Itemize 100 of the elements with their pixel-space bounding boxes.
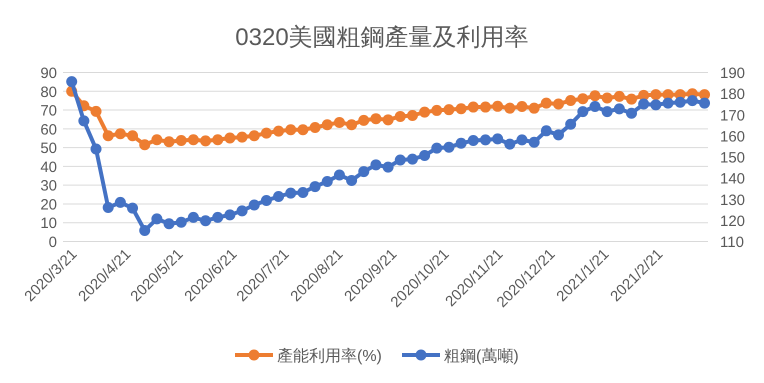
point bbox=[297, 124, 308, 136]
point bbox=[273, 191, 284, 202]
point bbox=[127, 202, 138, 214]
point bbox=[188, 134, 199, 146]
y2-tick-label: 130 bbox=[720, 192, 746, 209]
point bbox=[504, 138, 516, 150]
point bbox=[102, 202, 114, 213]
point bbox=[614, 103, 625, 114]
point bbox=[224, 132, 236, 144]
point bbox=[382, 114, 394, 126]
point bbox=[394, 110, 406, 122]
legend-label: 粗鋼(萬噸) bbox=[444, 347, 519, 365]
point bbox=[492, 100, 504, 112]
point bbox=[127, 130, 138, 142]
point bbox=[139, 139, 150, 150]
point bbox=[212, 212, 224, 223]
y-tick-label: 90 bbox=[40, 65, 57, 82]
point bbox=[456, 138, 467, 149]
point bbox=[370, 159, 382, 170]
point bbox=[419, 106, 430, 118]
point bbox=[589, 101, 600, 112]
point bbox=[224, 209, 236, 220]
point bbox=[322, 119, 333, 130]
point bbox=[334, 169, 345, 180]
point bbox=[346, 119, 358, 130]
point bbox=[406, 110, 418, 121]
point bbox=[236, 132, 248, 143]
point bbox=[626, 94, 638, 105]
point bbox=[114, 196, 126, 208]
point bbox=[565, 94, 576, 106]
point bbox=[260, 128, 272, 139]
point bbox=[358, 166, 370, 178]
y2-tick-label: 190 bbox=[720, 65, 746, 82]
point bbox=[358, 114, 370, 126]
point bbox=[552, 129, 564, 140]
point bbox=[602, 106, 613, 118]
point bbox=[516, 100, 528, 112]
point bbox=[164, 136, 175, 148]
y2-tick-label: 120 bbox=[720, 212, 746, 230]
point bbox=[456, 103, 467, 114]
y2-tick-label: 160 bbox=[720, 128, 746, 146]
legend-label: 產能利用率(%) bbox=[277, 347, 382, 365]
point bbox=[260, 195, 272, 206]
point bbox=[236, 205, 248, 216]
point bbox=[322, 176, 333, 188]
point bbox=[443, 104, 454, 116]
point bbox=[686, 95, 698, 106]
point bbox=[310, 181, 321, 192]
point bbox=[492, 133, 504, 144]
point bbox=[480, 134, 491, 146]
point bbox=[151, 213, 162, 224]
point bbox=[188, 212, 199, 223]
point bbox=[176, 134, 187, 146]
point bbox=[577, 106, 588, 118]
point bbox=[334, 116, 345, 128]
point bbox=[248, 130, 260, 142]
point bbox=[176, 216, 187, 228]
point bbox=[297, 186, 308, 198]
y-tick-label: 0 bbox=[48, 234, 57, 251]
chart-title: 0320美國粗鋼產量及利用率 bbox=[235, 24, 529, 51]
point bbox=[102, 130, 114, 142]
point bbox=[78, 115, 90, 126]
point bbox=[431, 104, 442, 116]
y-tick-label: 40 bbox=[40, 158, 57, 176]
point bbox=[406, 154, 418, 165]
point bbox=[650, 99, 662, 110]
point bbox=[662, 98, 674, 109]
point bbox=[589, 90, 600, 102]
point bbox=[66, 76, 78, 88]
y2-tick-label: 110 bbox=[720, 234, 744, 251]
point bbox=[674, 96, 686, 108]
point bbox=[370, 113, 382, 124]
y-tick-label: 70 bbox=[40, 102, 57, 120]
point bbox=[310, 122, 321, 134]
point bbox=[139, 225, 150, 236]
point bbox=[382, 162, 394, 173]
point bbox=[565, 118, 576, 130]
y-tick-label: 60 bbox=[40, 121, 57, 138]
y-tick-label: 80 bbox=[40, 84, 57, 101]
point bbox=[468, 135, 479, 146]
point bbox=[480, 102, 491, 113]
point bbox=[200, 135, 212, 146]
y2-tick-label: 180 bbox=[720, 86, 746, 104]
point bbox=[614, 90, 625, 102]
point bbox=[577, 93, 588, 104]
point bbox=[626, 108, 638, 119]
point bbox=[90, 143, 102, 154]
y-tick-label: 10 bbox=[40, 215, 57, 232]
point bbox=[468, 102, 479, 113]
point bbox=[114, 128, 126, 140]
point bbox=[443, 142, 454, 153]
point bbox=[394, 154, 406, 166]
point bbox=[164, 218, 175, 230]
point bbox=[212, 134, 224, 146]
y2-tick-label: 140 bbox=[720, 170, 746, 188]
point bbox=[528, 102, 540, 114]
point bbox=[419, 150, 430, 162]
point bbox=[540, 98, 552, 109]
point bbox=[273, 126, 284, 137]
point bbox=[552, 98, 564, 110]
